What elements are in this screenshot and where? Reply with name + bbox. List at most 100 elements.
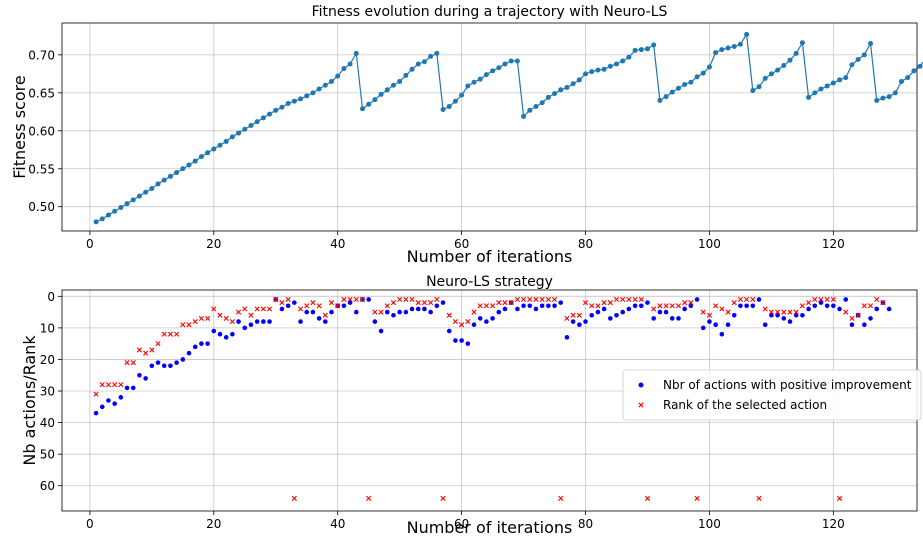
fitness-point	[700, 70, 706, 76]
selected-rank-marker	[366, 495, 372, 501]
fitness-point	[514, 58, 520, 64]
positive-improvement-point	[292, 300, 297, 305]
positive-improvement-point	[93, 410, 99, 416]
selected-rank-marker	[397, 296, 403, 303]
positive-improvement-point	[366, 297, 371, 302]
fitness-point	[198, 154, 204, 160]
fitness-point	[242, 126, 248, 132]
fitness-point	[440, 107, 446, 113]
selected-rank-marker	[440, 495, 446, 501]
selected-rank-marker	[694, 495, 700, 501]
fitness-point	[589, 69, 595, 75]
selected-rank-marker	[155, 341, 161, 347]
positive-improvement-point	[731, 312, 737, 318]
selected-rank-marker	[601, 300, 607, 306]
positive-improvement-point	[669, 316, 675, 321]
chart-title: Neuro-LS strategy	[426, 274, 553, 290]
positive-improvement-point	[180, 357, 186, 362]
fitness-point	[254, 119, 260, 125]
positive-improvement-point	[570, 319, 576, 324]
fitness-point	[731, 44, 737, 50]
y-tick-label: 0.50	[28, 200, 55, 214]
fitness-point	[298, 96, 304, 102]
fitness-point	[452, 98, 458, 104]
positive-improvement-point	[230, 331, 235, 337]
selected-rank-marker	[843, 309, 849, 315]
selected-rank-marker	[372, 309, 378, 315]
selected-rank-marker	[452, 318, 459, 325]
fitness-point	[651, 42, 657, 48]
fitness-point	[781, 63, 787, 69]
positive-improvement-point	[713, 322, 718, 328]
selected-rank-marker	[409, 296, 415, 303]
fitness-point	[434, 50, 440, 56]
positive-improvement-point	[174, 360, 179, 365]
positive-improvement-point	[620, 309, 626, 315]
positive-improvement-point	[422, 306, 427, 312]
selected-rank-marker	[161, 331, 167, 337]
selected-rank-marker	[136, 347, 143, 353]
selected-rank-marker	[260, 306, 266, 312]
positive-improvement-point	[329, 309, 334, 315]
positive-improvement-point	[186, 350, 192, 356]
fitness-point	[675, 85, 681, 91]
positive-improvement-point	[459, 338, 464, 343]
fitness-point	[477, 76, 483, 82]
selected-rank-marker	[775, 309, 781, 315]
positive-improvement-point	[409, 306, 415, 312]
positive-improvement-point	[800, 312, 805, 318]
fitness-point	[124, 201, 130, 207]
fitness-point	[911, 68, 917, 74]
selected-rank-marker	[378, 309, 384, 315]
positive-improvement-point	[676, 316, 681, 321]
positive-improvement-point	[645, 300, 650, 305]
selected-rank-marker	[459, 322, 465, 328]
positive-improvement-point	[378, 328, 384, 334]
selected-rank-marker	[421, 300, 428, 306]
selected-rank-marker	[502, 300, 508, 306]
positive-improvement-point	[323, 319, 328, 324]
selected-rank-marker	[750, 296, 756, 303]
selected-rank-marker	[304, 303, 310, 309]
fitness-point	[706, 64, 712, 70]
selected-rank-marker	[787, 309, 793, 315]
fitness-point	[824, 83, 830, 89]
x-tick-label: 100	[698, 517, 721, 531]
positive-improvement-point	[608, 316, 613, 321]
positive-improvement-point	[818, 300, 824, 305]
positive-improvement-point	[564, 335, 570, 340]
positive-improvement-point	[558, 300, 564, 305]
fitness-point	[174, 170, 180, 176]
selected-rank-marker	[415, 300, 421, 306]
positive-improvement-point	[254, 319, 260, 324]
y-axis-label: Nb actions/Rank	[20, 335, 39, 466]
fitness-point	[136, 193, 142, 199]
selected-rank-marker	[539, 296, 545, 303]
positive-improvement-point	[267, 319, 272, 324]
fitness-point	[316, 86, 322, 92]
positive-improvement-point	[391, 312, 396, 318]
fitness-point	[545, 94, 551, 100]
positive-improvement-point	[484, 319, 489, 324]
selected-rank-marker	[725, 309, 731, 315]
selected-rank-marker	[737, 296, 744, 303]
positive-improvement-point	[663, 309, 669, 315]
fitness-point	[205, 150, 211, 156]
selected-rank-marker	[744, 296, 750, 303]
fitness-point	[310, 90, 316, 96]
positive-improvement-point	[477, 316, 483, 321]
fitness-point	[496, 65, 502, 71]
positive-improvement-point	[347, 300, 353, 305]
selected-rank-marker	[384, 303, 390, 309]
fitness-point	[421, 59, 427, 65]
fitness-point	[236, 130, 242, 136]
positive-improvement-point	[738, 303, 743, 309]
positive-improvement-point	[521, 303, 526, 309]
fitness-point	[843, 75, 849, 81]
selected-rank-marker	[731, 300, 737, 306]
fitness-point	[93, 219, 99, 225]
fitness-point	[725, 45, 731, 51]
positive-improvement-point	[168, 363, 173, 369]
selected-rank-marker	[675, 303, 682, 309]
selected-rank-marker	[520, 296, 527, 303]
